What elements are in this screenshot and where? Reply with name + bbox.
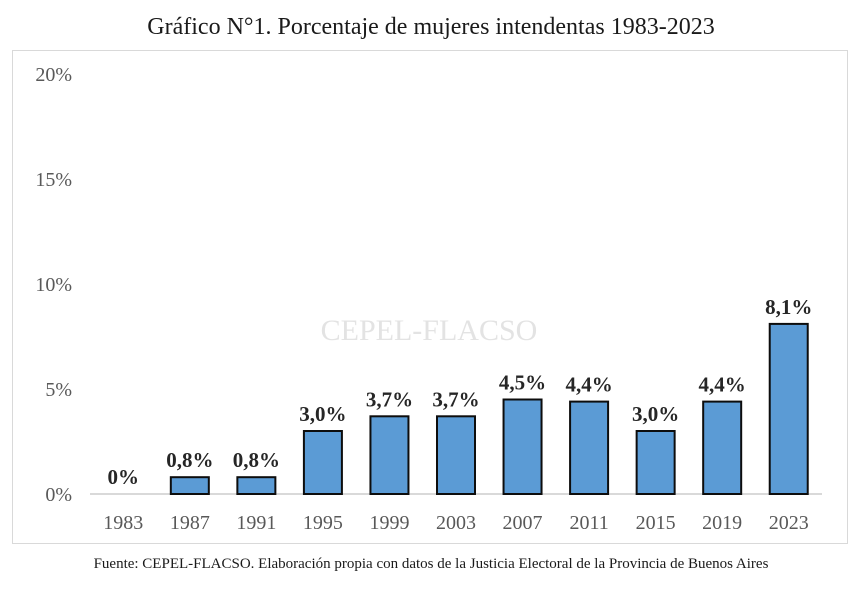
data-label-2023: 8,1% [765, 295, 812, 319]
x-tick-label: 2023 [769, 512, 809, 534]
x-tick-label: 1999 [369, 512, 409, 534]
data-label-1983: 0% [108, 465, 140, 489]
data-label-2019: 4,4% [699, 373, 746, 397]
data-label-1999: 3,7% [366, 387, 413, 411]
y-tick-label: 15% [35, 169, 72, 191]
data-label-2007: 4,5% [499, 371, 546, 395]
bar-1995 [302, 430, 343, 495]
bar-1999 [369, 415, 410, 495]
watermark: CEPEL-FLACSO [321, 314, 538, 347]
data-label-2015: 3,0% [632, 402, 679, 426]
y-tick-label: 20% [35, 64, 72, 86]
data-label-2003: 3,7% [432, 387, 479, 411]
y-axis: 0% 5% 10% 15% 20% [35, 64, 72, 506]
x-tick-label: 1987 [170, 512, 210, 534]
data-label-1991: 0,8% [233, 448, 280, 472]
bar-2019 [702, 400, 743, 496]
x-tick-label: 2007 [503, 512, 543, 534]
y-tick-label: 10% [35, 274, 72, 296]
bar-2003 [436, 415, 476, 495]
source-note: Fuente: CEPEL-FLACSO. Elaboración propia… [93, 556, 769, 572]
chart-frame [12, 50, 848, 544]
data-label-2011: 4,4% [565, 373, 612, 397]
x-tick-label: 2011 [569, 512, 608, 534]
y-tick-label: 5% [45, 379, 72, 401]
bar-1991 [236, 476, 277, 496]
data-labels: 0% 0,8% 0,8% 3,0% 3,7% 3,7% 4,5% 4,4% 3,0% 4,4% 8,… [108, 295, 813, 489]
bar-2015 [635, 430, 676, 495]
x-tick-label: 2019 [702, 512, 742, 534]
x-tick-label: 1991 [236, 512, 276, 534]
bar-2011 [569, 400, 610, 496]
y-tick-label: 0% [45, 484, 72, 506]
bar-2007 [502, 398, 543, 495]
bar-2023 [768, 322, 809, 495]
bar-1987 [169, 476, 210, 496]
x-tick-label: 2003 [436, 512, 476, 534]
x-tick-label: 1983 [103, 512, 143, 534]
chart-title: Gráfico N°1. Porcentaje de mujeres inten… [147, 14, 715, 40]
bars [169, 322, 809, 496]
x-tick-label: 1995 [303, 512, 343, 534]
x-tick-label: 2015 [636, 512, 676, 534]
data-label-1995: 3,0% [299, 402, 346, 426]
x-axis: 1983 1987 1991 1995 1999 2003 2007 2011 2015 2019… [103, 512, 808, 534]
data-label-1987: 0,8% [166, 448, 213, 472]
